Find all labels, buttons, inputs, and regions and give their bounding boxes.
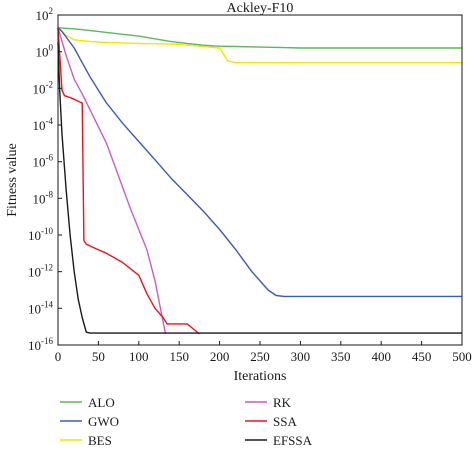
x-tick-label: 0 bbox=[55, 349, 62, 364]
x-tick-label: 450 bbox=[412, 349, 432, 364]
x-tick-label: 100 bbox=[129, 349, 149, 364]
axes: 0 50 100 150 200 250 300 350 400 450 500 102 100 10-2… bbox=[28, 6, 472, 364]
y-tick-label: 10-4 bbox=[33, 116, 54, 133]
x-tick-label: 400 bbox=[371, 349, 391, 364]
x-tick-label: 500 bbox=[452, 349, 472, 364]
series-line-ssa bbox=[57, 27, 200, 335]
chart-title: Ackley-F10 bbox=[227, 1, 294, 16]
series-line-efssa bbox=[57, 42, 462, 334]
x-tick-label: 200 bbox=[210, 349, 230, 364]
series-line-bes bbox=[57, 27, 462, 64]
plot-frame bbox=[57, 14, 463, 346]
y-tick-label: 10-12 bbox=[28, 263, 53, 280]
legend-label-alo: ALO bbox=[88, 395, 115, 410]
y-tick-label: 10-10 bbox=[28, 226, 53, 243]
legend: ALO GWO BES RK SSA EFSSA bbox=[60, 395, 313, 448]
y-tick-label: 10-14 bbox=[28, 299, 53, 316]
y-tick-label: 100 bbox=[36, 43, 54, 60]
legend-label-rk: RK bbox=[273, 395, 292, 410]
x-tick-label: 350 bbox=[331, 349, 351, 364]
legend-label-ssa: SSA bbox=[273, 414, 297, 429]
series-line-gwo bbox=[57, 27, 462, 298]
plot-area bbox=[57, 27, 462, 335]
y-axis-title: Fitness value bbox=[5, 143, 20, 217]
legend-label-efssa: EFSSA bbox=[273, 433, 313, 448]
x-tick-label: 250 bbox=[250, 349, 270, 364]
x-tick-label: 300 bbox=[291, 349, 311, 364]
y-tick-label: 10-2 bbox=[33, 79, 54, 96]
y-tick-label: 102 bbox=[36, 6, 54, 23]
series-line-alo bbox=[57, 27, 462, 49]
legend-label-bes: BES bbox=[88, 433, 112, 448]
y-tick-label: 10-16 bbox=[28, 336, 53, 353]
series-line-rk bbox=[57, 27, 167, 335]
y-tick-label: 10-6 bbox=[33, 153, 54, 170]
x-tick-label: 150 bbox=[169, 349, 189, 364]
y-tick-label: 10-8 bbox=[33, 189, 54, 206]
legend-label-gwo: GWO bbox=[88, 414, 119, 429]
x-axis-title: Iterations bbox=[234, 369, 287, 384]
x-tick-label: 50 bbox=[92, 349, 105, 364]
